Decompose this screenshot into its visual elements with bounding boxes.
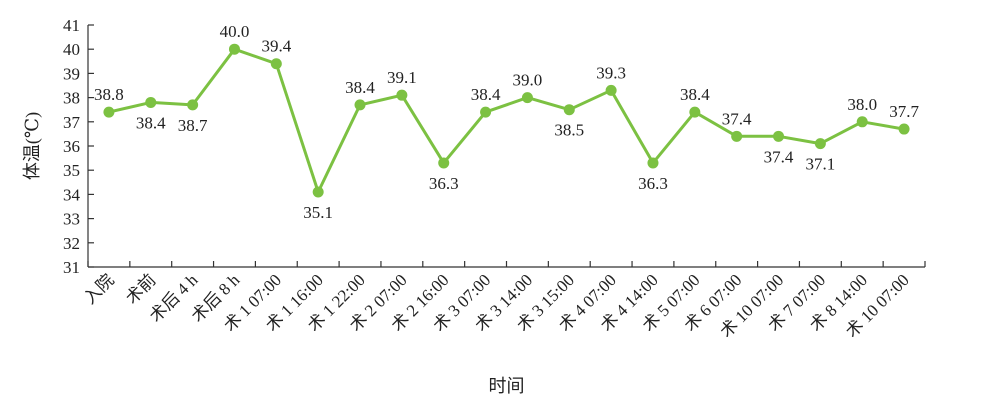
- data-label: 35.1: [303, 203, 333, 222]
- data-label: 38.4: [471, 85, 501, 104]
- data-label: 39.0: [513, 71, 543, 90]
- y-tick-label: 38: [63, 89, 80, 108]
- data-labels: 38.8 38.4 38.7 40.0 39.4 35.1 38.4 39.1 36.3 38.4…: [94, 22, 919, 222]
- data-point: [480, 106, 492, 118]
- data-point: [689, 106, 701, 118]
- data-point: [396, 89, 408, 101]
- data-label: 38.4: [345, 78, 375, 97]
- data-point: [647, 157, 659, 169]
- data-point: [145, 96, 157, 108]
- data-label: 39.1: [387, 68, 417, 87]
- y-tick-label: 32: [63, 234, 80, 253]
- data-label: 37.4: [764, 147, 794, 166]
- y-tick-label: 33: [63, 210, 80, 229]
- data-label: 38.4: [136, 113, 166, 132]
- y-tick-label: 39: [63, 64, 80, 83]
- x-axis-title: 时间: [489, 376, 525, 396]
- y-tick-label: 41: [63, 16, 80, 35]
- data-label: 36.3: [638, 174, 668, 193]
- data-label: 38.0: [847, 95, 877, 114]
- data-point: [898, 123, 910, 135]
- y-tick-label: 36: [63, 137, 80, 156]
- data-label: 38.5: [554, 121, 584, 140]
- data-label: 38.4: [680, 85, 710, 104]
- y-tick-label: 31: [63, 258, 80, 277]
- data-label: 37.7: [889, 102, 919, 121]
- data-point: [270, 58, 282, 70]
- y-tick-label: 40: [63, 40, 80, 59]
- data-point: [438, 157, 450, 169]
- data-point: [354, 99, 366, 111]
- data-label: 40.0: [220, 22, 250, 41]
- y-tick-label: 37: [63, 113, 81, 132]
- data-label: 37.4: [722, 109, 752, 128]
- data-point: [563, 104, 575, 116]
- data-label: 37.1: [806, 155, 836, 174]
- axes: [87, 25, 925, 268]
- y-axis-ticks: 31 32 33 34 35 36 37 38 39 40 41: [63, 16, 94, 277]
- data-label: 38.7: [178, 116, 208, 135]
- data-label: 39.4: [261, 37, 291, 56]
- x-tick-label: 术前: [122, 270, 159, 307]
- data-point: [521, 92, 533, 104]
- data-point: [187, 99, 199, 111]
- data-point: [103, 106, 115, 118]
- series-line: [108, 47, 905, 194]
- data-point: [228, 43, 240, 55]
- data-point: [312, 186, 324, 198]
- y-axis-title: 体温(℃): [22, 112, 43, 180]
- data-label: 38.8: [94, 85, 124, 104]
- data-label: 36.3: [429, 174, 459, 193]
- data-label: 39.3: [596, 63, 626, 82]
- y-tick-label: 35: [63, 161, 80, 180]
- data-point: [856, 116, 868, 128]
- data-point: [605, 84, 617, 96]
- x-tick-label: 入院: [80, 270, 117, 307]
- data-point: [731, 130, 743, 142]
- data-point: [773, 130, 785, 142]
- data-point: [814, 138, 826, 150]
- series: [103, 43, 910, 198]
- y-tick-label: 34: [63, 185, 81, 204]
